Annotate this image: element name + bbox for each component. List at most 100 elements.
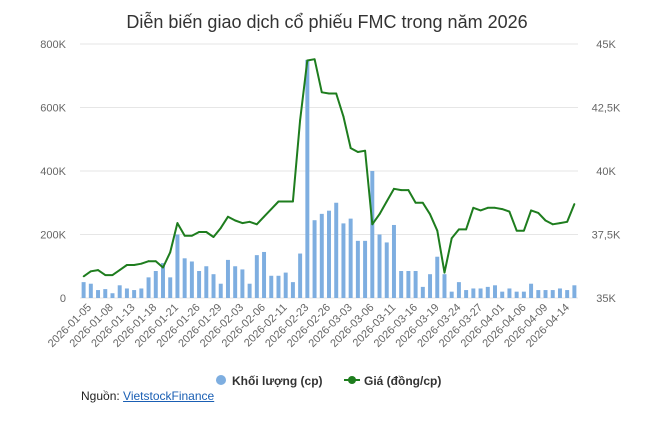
volume-bar [363,240,368,298]
price-point [227,215,229,218]
volume-bar [413,271,418,298]
price-point [111,274,114,277]
source-note: Nguồn: VietstockFinance [81,389,214,403]
volume-bar [557,288,562,298]
volume-bar [478,288,483,298]
volume-bar [146,277,151,298]
volume-bar [298,253,303,298]
left-axis: 0 200K 400K 600K 800K [40,39,66,305]
volume-bar [435,256,440,298]
volume-bar [319,213,324,298]
source-link[interactable]: VietstockFinance [123,389,215,403]
right-axis-tick-label: 35K [596,293,616,305]
volume-bar [507,288,512,298]
volume-bars [81,59,577,298]
price-point [147,260,150,263]
left-axis-tick-label: 800K [40,39,66,51]
volume-bar [355,240,360,298]
price-point [494,206,496,209]
price-point [162,266,164,269]
volume-bar [153,271,158,298]
price-point [97,269,99,271]
price-point [400,189,403,191]
price-point [414,201,417,204]
price-point [205,231,208,233]
volume-bar [565,290,570,298]
volume-bar [254,255,259,298]
price-line-layer [82,58,576,278]
volume-bar [536,290,541,298]
price-point [342,115,345,118]
legend[interactable]: Khối lượng (cp) Giá (đồng/cp) [216,374,441,388]
volume-bar [377,234,382,298]
price-point [486,206,489,209]
left-axis-tick-label: 600K [40,103,66,115]
price-point [371,223,374,226]
volume-bar [103,289,108,298]
price-point [573,203,576,205]
price-point [522,229,525,232]
price-point [255,223,258,226]
legend-item-price[interactable]: Giá (đồng/cp) [344,374,441,388]
price-point [458,228,460,231]
price-point [566,220,569,223]
chart-title: Diễn biến giao dịch cổ phiếu FMC trong n… [126,11,527,32]
volume-bar [572,285,577,298]
volume-bar [240,269,245,298]
right-axis-tick-label: 37,5K [592,230,621,242]
right-axis: 35K 37,5K 40K 42,5K 45K [592,39,621,305]
price-point [530,209,532,212]
right-axis-tick-label: 40K [596,166,616,178]
volume-bar [225,259,230,298]
volume-bar [485,286,490,298]
volume-bar [175,234,180,298]
volume-bar [442,274,447,298]
volume-bar [428,274,433,298]
volume-bar [161,263,165,298]
price-point [292,200,294,203]
price-point [436,229,439,232]
x-axis: 2026-01-052026-01-082026-01-132026-01-18… [46,302,572,350]
left-axis-tick-label: 400K [40,166,66,178]
price-point [89,270,92,273]
volume-bar [305,59,310,298]
volume-bar [290,282,295,298]
volume-bar [449,291,454,298]
volume-bar [117,285,122,298]
price-point [356,151,359,153]
left-axis-tick-label: 0 [60,293,66,305]
volume-bar [247,283,252,298]
price-point [472,206,475,209]
volume-bar [399,271,404,298]
volume-bar [262,251,267,298]
volume-bar [391,224,396,298]
volume-bar [88,283,93,298]
price-point [118,269,121,271]
volume-bar [124,288,129,298]
price-point [263,215,265,218]
price-point [429,213,431,216]
volume-bar [456,282,461,298]
price-point [104,274,107,277]
legend-item-volume[interactable]: Khối lượng (cp) [216,374,323,388]
price-point [551,223,554,226]
right-axis-tick-label: 42,5K [592,103,621,115]
volume-bar [464,290,469,298]
price-point [450,237,453,240]
price-point [537,212,540,214]
price-point [320,91,323,94]
volume-bar [348,218,353,298]
price-point [154,260,157,263]
volume-bar [420,286,425,298]
volume-bar [550,290,555,298]
volume-bar [370,171,375,298]
price-point [508,210,511,213]
price-point [544,219,547,222]
price-point [234,219,237,222]
volume-bar [204,266,209,298]
price-point [140,262,143,265]
price-point [515,229,518,232]
price-point [378,213,381,216]
